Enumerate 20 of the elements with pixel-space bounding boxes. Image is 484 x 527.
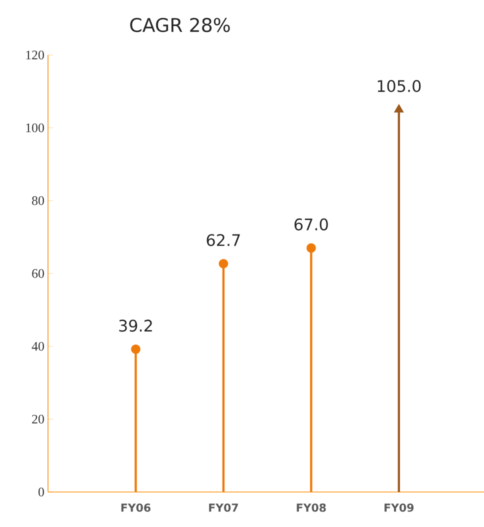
data-label: 39.2 (119, 320, 152, 332)
y-tick-label: 120 (26, 50, 44, 60)
point (131, 344, 140, 354)
y-tick-label: 0 (38, 488, 44, 496)
point (394, 104, 404, 113)
data-label: 67.0 (294, 218, 328, 230)
point (306, 243, 316, 253)
y-tick-label: 100 (26, 123, 44, 132)
x-tick-label: FY07 (209, 504, 238, 512)
x-tick-label: FY06 (121, 504, 150, 512)
y-tick-label: 40 (32, 342, 44, 351)
y-tick-label: 20 (32, 414, 44, 424)
x-tick-label: FY08 (296, 504, 326, 512)
chart-title: CAGR 28% (130, 18, 230, 32)
data-label: 62.7 (206, 234, 240, 246)
y-tick-label: 60 (32, 269, 44, 278)
y-tick-label: 80 (32, 196, 44, 206)
x-tick-label: FY09 (384, 504, 414, 512)
data-label: 105.0 (378, 80, 421, 92)
point (218, 258, 228, 268)
